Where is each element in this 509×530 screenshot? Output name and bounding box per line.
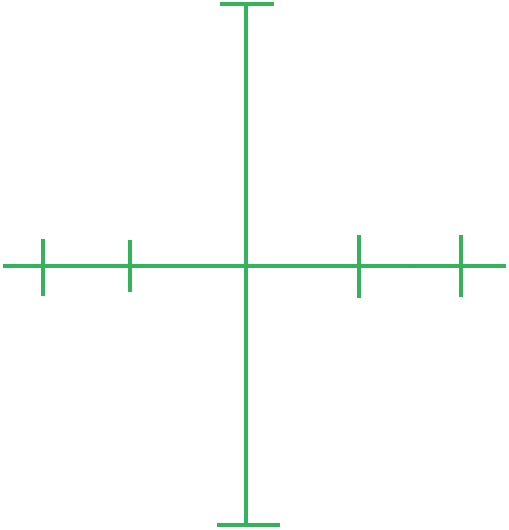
dot-mark-h3 <box>316 264 322 268</box>
dot-mark-v2 <box>244 193 248 199</box>
reticle-group <box>3 2 506 527</box>
dot-mark-h4 <box>411 264 417 268</box>
dot-mark-v1 <box>244 101 248 107</box>
dot-mark-v4 <box>244 431 248 437</box>
dot-mark-h2 <box>172 264 178 268</box>
dot-mark-v3 <box>244 336 248 342</box>
dot-mark-h1 <box>82 264 88 268</box>
